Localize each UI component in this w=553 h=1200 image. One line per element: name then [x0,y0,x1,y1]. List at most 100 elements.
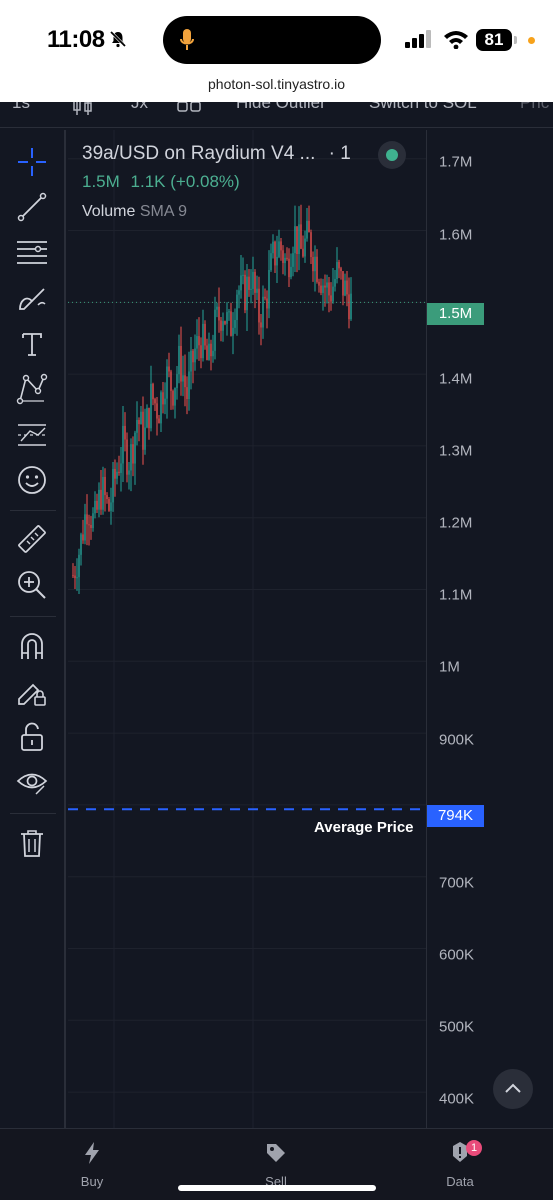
volume-legend[interactable]: Volume SMA 9 [82,203,187,221]
candle-body [288,258,290,278]
hide-outlier-button[interactable]: Hide Outlier [236,102,326,112]
candle-body [98,489,100,510]
text-tool-icon[interactable] [16,328,48,360]
candle-body [206,345,208,360]
candle-body [212,350,214,357]
candle-body [296,226,298,254]
trend-line-icon[interactable] [16,191,48,223]
price-tick: 1.7M [439,153,473,171]
candle-body [312,257,314,272]
candle-body [210,343,212,357]
status-bar: 11:08 81 [0,0,553,70]
interval-selector[interactable]: 1s [12,102,30,112]
emoji-icon[interactable] [16,464,48,496]
candle-body [224,321,226,324]
nav-data[interactable]: 1 Data [420,1140,500,1189]
layout-icon[interactable] [177,102,201,118]
average-price-text: Average Price [314,819,414,836]
candle-body [88,524,90,526]
switch-to-sol-button[interactable]: Switch to SOL [369,102,477,112]
candle-body [334,279,336,287]
lock-drawing-icon[interactable] [16,675,48,707]
eye-icon[interactable] [16,766,48,798]
url-text: photon-sol.tinyastro.io [208,76,345,92]
nav-buy[interactable]: Buy [52,1141,132,1189]
candle-body [242,274,244,276]
unlock-icon[interactable] [16,721,48,753]
candle-body [256,288,258,293]
candle-body [138,420,140,425]
candle-body [140,411,142,425]
price-toggle-button[interactable]: Pric [520,102,550,112]
bottom-nav: Buy Sell 1 Data [0,1128,553,1200]
dynamic-island [163,16,381,64]
candle-body [322,285,324,293]
price-tick: 1.2M [439,514,473,532]
alert-icon [453,1142,467,1162]
forecast-icon[interactable] [16,419,48,451]
brush-icon[interactable] [16,283,48,315]
candle-body [272,241,274,254]
candle-body [186,387,188,400]
nav-data-label: Data [446,1174,474,1189]
interval-label: · 1 [328,143,351,164]
candle-body [166,366,168,399]
candle-body [340,268,342,272]
candle-body [336,262,338,280]
battery-indicator: 81 [476,29,512,51]
candle-body [120,463,122,473]
price-tick: 500K [439,1018,475,1036]
zoom-in-icon[interactable] [16,569,48,601]
candle-body [196,336,198,349]
cellular-signal-icon [405,30,433,53]
browser-url-bar[interactable]: photon-sol.tinyastro.io [0,70,553,102]
crosshair-icon[interactable] [16,146,48,178]
candle-style-icon[interactable] [72,102,94,120]
chart-top-toolbar: 1s Jx Hide Outlier Switch to SOL Pric [0,102,553,128]
candle-body [176,374,178,389]
candle-body [282,250,284,264]
nav-buy-label: Buy [80,1174,104,1189]
candle-body [128,470,130,475]
candle-body [276,256,278,266]
candle-body [286,257,288,259]
fib-retracement-icon[interactable] [16,237,48,269]
nav-sell[interactable]: Sell [236,1141,316,1189]
price-scale[interactable]: 1.7M 1.6M 1.4M 1.3M 1.2M 1.1M 1M 900K 70… [426,130,553,1128]
candle-body [134,432,136,464]
candle-body [90,524,92,529]
candle-body [200,345,202,359]
chart-pane[interactable] [68,130,426,1128]
candle-body [222,321,224,331]
magnet-icon[interactable] [16,630,48,662]
scroll-to-top-button[interactable] [493,1069,533,1109]
wifi-icon [443,29,469,54]
candle-body [102,476,104,510]
candle-body [226,312,228,324]
candle-body [270,253,272,270]
candle-body [126,439,128,475]
pattern-icon[interactable] [16,373,48,405]
candle-body [118,471,120,473]
volume-sma-label: SMA 9 [139,203,187,220]
toolbar-separator [10,616,56,617]
volume-label: Volume [82,203,136,220]
candle-body [260,322,262,328]
candle-body [294,226,296,254]
chart-legend-title[interactable]: 39a/USD on Raydium V4 ... · 1 [82,143,351,165]
candle-body [304,238,306,257]
candle-body [264,296,266,299]
market-status-icon[interactable] [378,141,406,169]
indicators-button[interactable]: Jx [131,102,148,112]
ruler-icon[interactable] [16,523,48,555]
trash-icon[interactable] [16,827,48,859]
candle-body [174,388,176,406]
candle-body [162,392,164,405]
candle-body [346,280,348,295]
candlestick-chart [68,130,426,1128]
candle-body [136,420,138,433]
status-time: 11:08 [47,26,105,53]
home-indicator [178,1185,376,1191]
candle-body [96,500,98,510]
toolbar-separator [10,813,56,814]
